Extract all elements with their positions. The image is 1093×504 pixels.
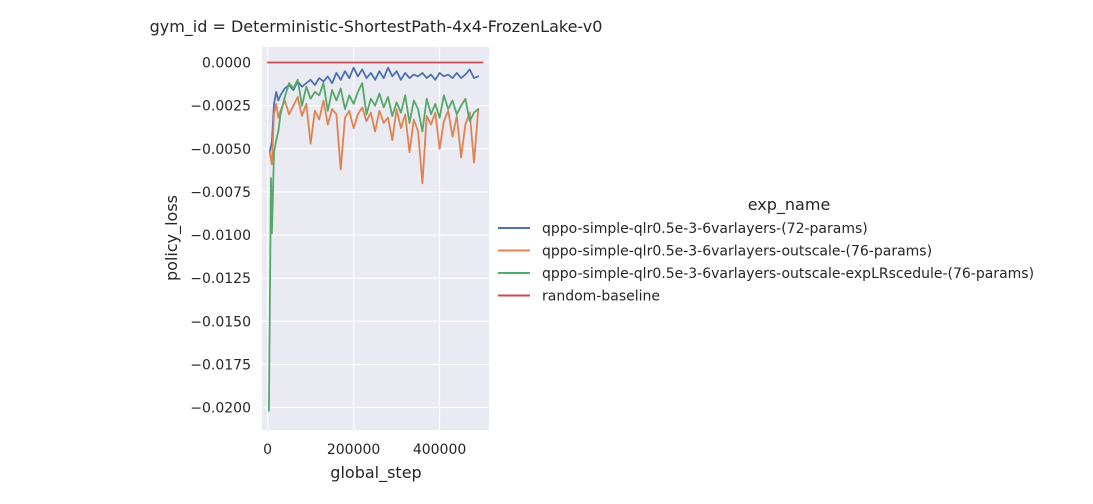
legend-label: random-baseline [542, 289, 660, 305]
x-tick-label: 0 [263, 442, 272, 458]
chart-title: gym_id = Deterministic-ShortestPath-4x4-… [150, 17, 603, 37]
y-tick-label: −0.0100 [190, 228, 251, 244]
x-tick-label: 400000 [413, 442, 466, 458]
x-axis-label: global_step [330, 463, 421, 483]
y-tick-label: −0.0050 [190, 142, 251, 158]
legend-label: qppo-simple-qlr0.5e-3-6varlayers-outscal… [542, 266, 1034, 282]
y-tick-label: −0.0150 [190, 314, 251, 330]
y-tick-label: −0.0075 [190, 185, 251, 201]
y-tick-label: 0.0000 [202, 56, 251, 72]
legend-items: qppo-simple-qlr0.5e-3-6varlayers-(72-par… [498, 221, 1034, 305]
plot-area [262, 47, 489, 430]
y-axis-label: policy_loss [162, 195, 182, 281]
series-line-2 [268, 96, 480, 185]
legend: exp_name qppo-simple-qlr0.5e-3-6varlayer… [498, 195, 1034, 305]
legend-title: exp_name [748, 195, 831, 215]
y-tick-label: −0.0175 [190, 357, 251, 373]
legend-label: qppo-simple-qlr0.5e-3-6varlayers-outscal… [542, 244, 932, 260]
y-tick-label: −0.0125 [190, 271, 251, 287]
legend-label: qppo-simple-qlr0.5e-3-6varlayers-(72-par… [542, 221, 868, 237]
y-tick-label: −0.0025 [190, 99, 251, 115]
series-line-3 [267, 78, 480, 412]
y-tick-label: −0.0200 [190, 401, 251, 417]
tick-labels: 0.0000 −0.0025 −0.0050 −0.0075 −0.0100 −0.012… [190, 56, 466, 458]
x-tick-label: 200000 [327, 442, 380, 458]
series-layer [266, 61, 484, 412]
